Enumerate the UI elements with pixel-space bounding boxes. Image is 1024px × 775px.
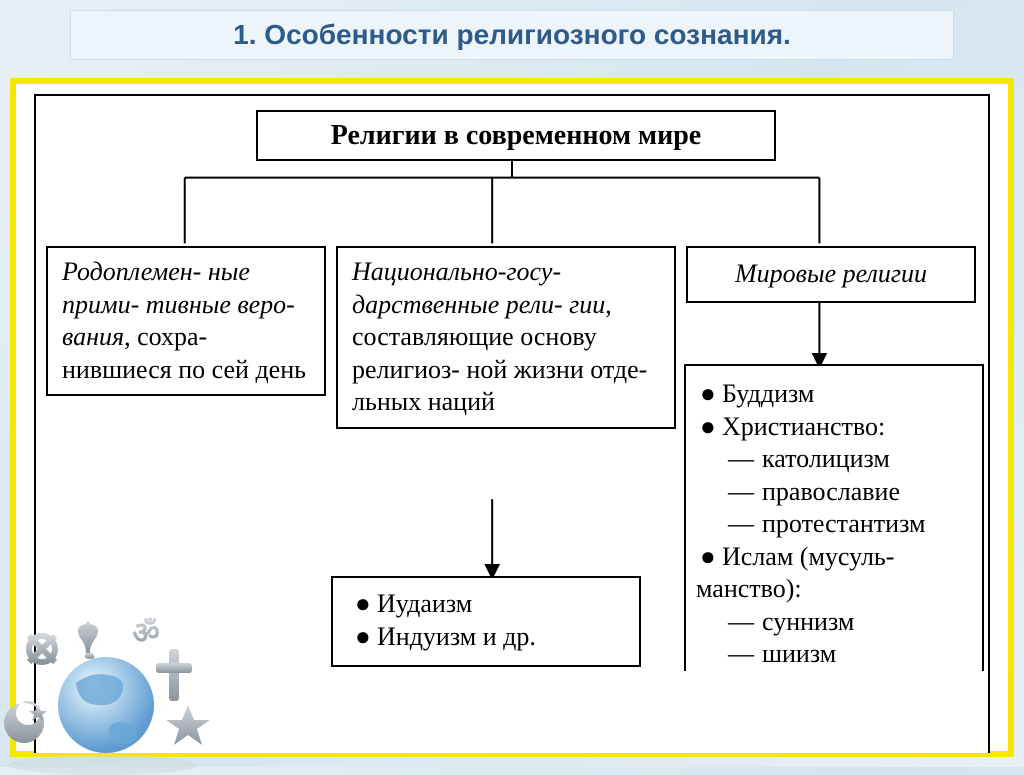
diagram: Религии в современном мире Родоплемен- н… (36, 96, 988, 753)
bullet-icon: ● (696, 411, 722, 444)
title-bar: 1. Особенности религиозного сознания. (70, 10, 954, 60)
example-label: Иудаизм (377, 588, 472, 621)
item-label: Ислам (мусуль- (722, 541, 894, 574)
sub-item: —православие (696, 476, 968, 509)
sub-item: —католицизм (696, 443, 968, 476)
sub-item: —суннизм (696, 606, 968, 639)
item-label: Буддизм (722, 378, 814, 411)
sub-item: —протестантизм (696, 508, 968, 541)
branch-right: Мировые религии (686, 246, 976, 303)
list-item: ●Индуизм и др. (351, 621, 621, 654)
right-items: ●Буддизм ●Христианство: —католицизм —пра… (684, 364, 984, 671)
sub-label: суннизм (762, 606, 854, 639)
sub-label: православие (762, 476, 900, 509)
dash-icon: — (696, 476, 762, 509)
branch-middle: Национально-госу- дарственные рели- гии,… (336, 246, 676, 429)
branch-right-heading: Мировые религии (735, 259, 927, 288)
example-label: Индуизм и др. (377, 621, 536, 654)
root-box: Религии в современном мире (256, 110, 776, 161)
page-title: 1. Особенности религиозного сознания. (233, 19, 791, 51)
sub-label: протестантизм (762, 508, 925, 541)
bullet-icon: ● (351, 621, 377, 654)
list-item: ●Христианство: (696, 411, 968, 444)
diagram-frame: Религии в современном мире Родоплемен- н… (34, 94, 990, 753)
item-label: Христианство: (722, 411, 885, 444)
item-cont: манство): (696, 574, 802, 603)
dash-icon: — (696, 638, 762, 671)
list-item: ●Буддизм (696, 378, 968, 411)
sub-label: шиизм (762, 638, 836, 671)
bullet-icon: ● (696, 378, 722, 411)
outer-frame: Религии в современном мире Родоплемен- н… (10, 78, 1014, 757)
sub-label: католицизм (762, 443, 890, 476)
dash-icon: — (696, 606, 762, 639)
dash-icon: — (696, 508, 762, 541)
middle-examples: ●Иудаизм ●Индуизм и др. (331, 576, 641, 667)
bullet-icon: ● (351, 588, 377, 621)
root-label: Религии в современном мире (331, 120, 701, 151)
branch-mid-italic: Национально-госу- дарственные рели- гии (352, 257, 605, 319)
bullet-icon: ● (696, 541, 722, 574)
list-item-cont: манство): (696, 573, 968, 606)
list-item: ●Ислам (мусуль- (696, 541, 968, 574)
sub-item: —шиизм (696, 638, 968, 671)
list-item: ●Иудаизм (351, 588, 621, 621)
branch-left: Родоплемен- ные прими- тивные веро- вани… (46, 246, 326, 396)
dash-icon: — (696, 443, 762, 476)
